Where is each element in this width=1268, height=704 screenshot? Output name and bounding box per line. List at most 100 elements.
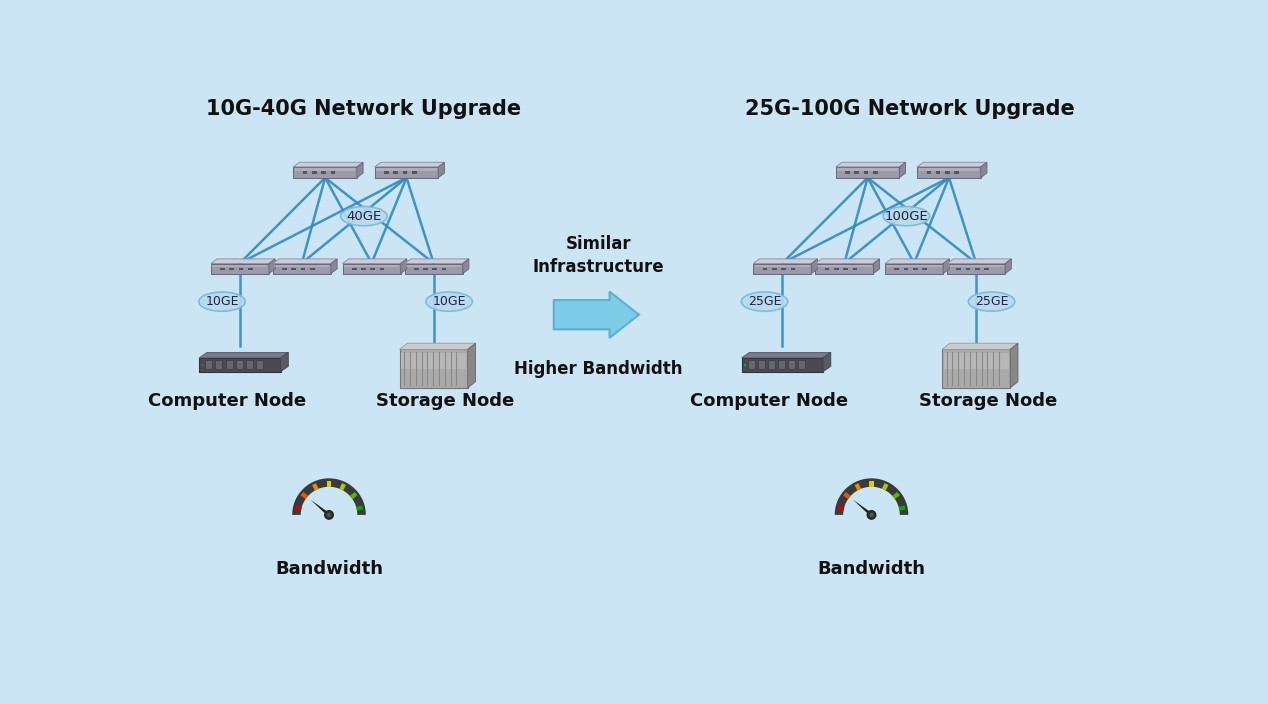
Bar [843, 268, 848, 270]
Polygon shape [406, 265, 462, 268]
Polygon shape [943, 259, 950, 274]
Bar [216, 360, 222, 370]
Polygon shape [327, 481, 331, 486]
Bar [966, 268, 970, 270]
Bar [370, 268, 375, 270]
Bar [855, 172, 860, 174]
Polygon shape [881, 483, 889, 491]
Bar [834, 268, 838, 270]
Polygon shape [356, 162, 363, 177]
Bar [922, 268, 927, 270]
Polygon shape [874, 259, 880, 274]
Bar [281, 268, 287, 270]
Circle shape [327, 513, 331, 517]
Bar [781, 268, 786, 270]
Polygon shape [837, 168, 898, 170]
Bar [221, 268, 224, 270]
Bar [412, 172, 417, 174]
Circle shape [867, 510, 876, 519]
Text: 25G-100G Network Upgrade: 25G-100G Network Upgrade [746, 99, 1075, 119]
Polygon shape [917, 162, 987, 167]
Text: Computer Node: Computer Node [147, 391, 306, 410]
Bar [758, 360, 765, 370]
Polygon shape [980, 162, 987, 177]
Polygon shape [399, 343, 476, 349]
Bar [945, 172, 950, 174]
Polygon shape [942, 349, 1011, 388]
Text: Bandwidth: Bandwidth [275, 560, 383, 577]
Polygon shape [293, 167, 356, 177]
Polygon shape [312, 483, 318, 491]
Bar [441, 268, 446, 270]
Polygon shape [893, 492, 900, 499]
Text: Storage Node: Storage Node [918, 391, 1056, 410]
Polygon shape [404, 259, 469, 263]
Bar [292, 268, 295, 270]
Bar [748, 360, 754, 370]
Polygon shape [885, 263, 943, 274]
Bar [246, 360, 252, 370]
Bar [975, 268, 980, 270]
Text: 10GE: 10GE [432, 295, 465, 308]
Text: 25GE: 25GE [748, 295, 781, 308]
Polygon shape [280, 353, 288, 372]
Bar [249, 268, 252, 270]
Text: Storage Node: Storage Node [377, 391, 515, 410]
Bar [413, 268, 418, 270]
Polygon shape [899, 162, 905, 177]
Bar [790, 268, 795, 270]
Polygon shape [754, 265, 810, 268]
Bar [238, 268, 243, 270]
Polygon shape [356, 505, 363, 511]
Polygon shape [815, 263, 874, 274]
Bar [393, 172, 398, 174]
Polygon shape [342, 263, 401, 274]
Bar [824, 268, 829, 270]
FancyArrow shape [554, 291, 639, 338]
Bar [351, 268, 356, 270]
Bar [927, 172, 931, 174]
Text: 40GE: 40GE [346, 210, 382, 222]
Polygon shape [870, 481, 874, 486]
Polygon shape [344, 265, 399, 268]
Polygon shape [837, 505, 844, 511]
Polygon shape [340, 483, 346, 491]
Polygon shape [942, 343, 1018, 349]
Bar [226, 360, 232, 370]
Bar [772, 268, 776, 270]
Polygon shape [468, 343, 476, 388]
Bar [904, 268, 908, 270]
Polygon shape [401, 353, 467, 369]
Polygon shape [917, 167, 980, 177]
Polygon shape [273, 263, 331, 274]
Polygon shape [827, 515, 921, 559]
Text: Bandwidth: Bandwidth [818, 560, 926, 577]
Bar [955, 172, 959, 174]
Bar [984, 268, 989, 270]
Polygon shape [853, 500, 872, 516]
Bar [236, 360, 242, 370]
Polygon shape [812, 259, 818, 274]
Polygon shape [210, 259, 275, 263]
Circle shape [325, 510, 333, 519]
Bar [205, 360, 212, 370]
Bar [874, 172, 877, 174]
Polygon shape [439, 162, 445, 177]
Bar [309, 268, 314, 270]
Polygon shape [834, 478, 908, 515]
Polygon shape [947, 263, 1006, 274]
Polygon shape [342, 259, 407, 263]
Polygon shape [823, 353, 831, 372]
Polygon shape [742, 358, 823, 372]
Polygon shape [375, 162, 445, 167]
Polygon shape [885, 259, 950, 263]
Polygon shape [295, 505, 302, 511]
Text: 10GE: 10GE [205, 295, 238, 308]
Ellipse shape [199, 292, 245, 311]
Polygon shape [836, 167, 899, 177]
Bar [331, 172, 335, 174]
Bar [424, 268, 427, 270]
Polygon shape [212, 265, 268, 268]
Polygon shape [948, 265, 1004, 268]
Polygon shape [301, 492, 308, 499]
